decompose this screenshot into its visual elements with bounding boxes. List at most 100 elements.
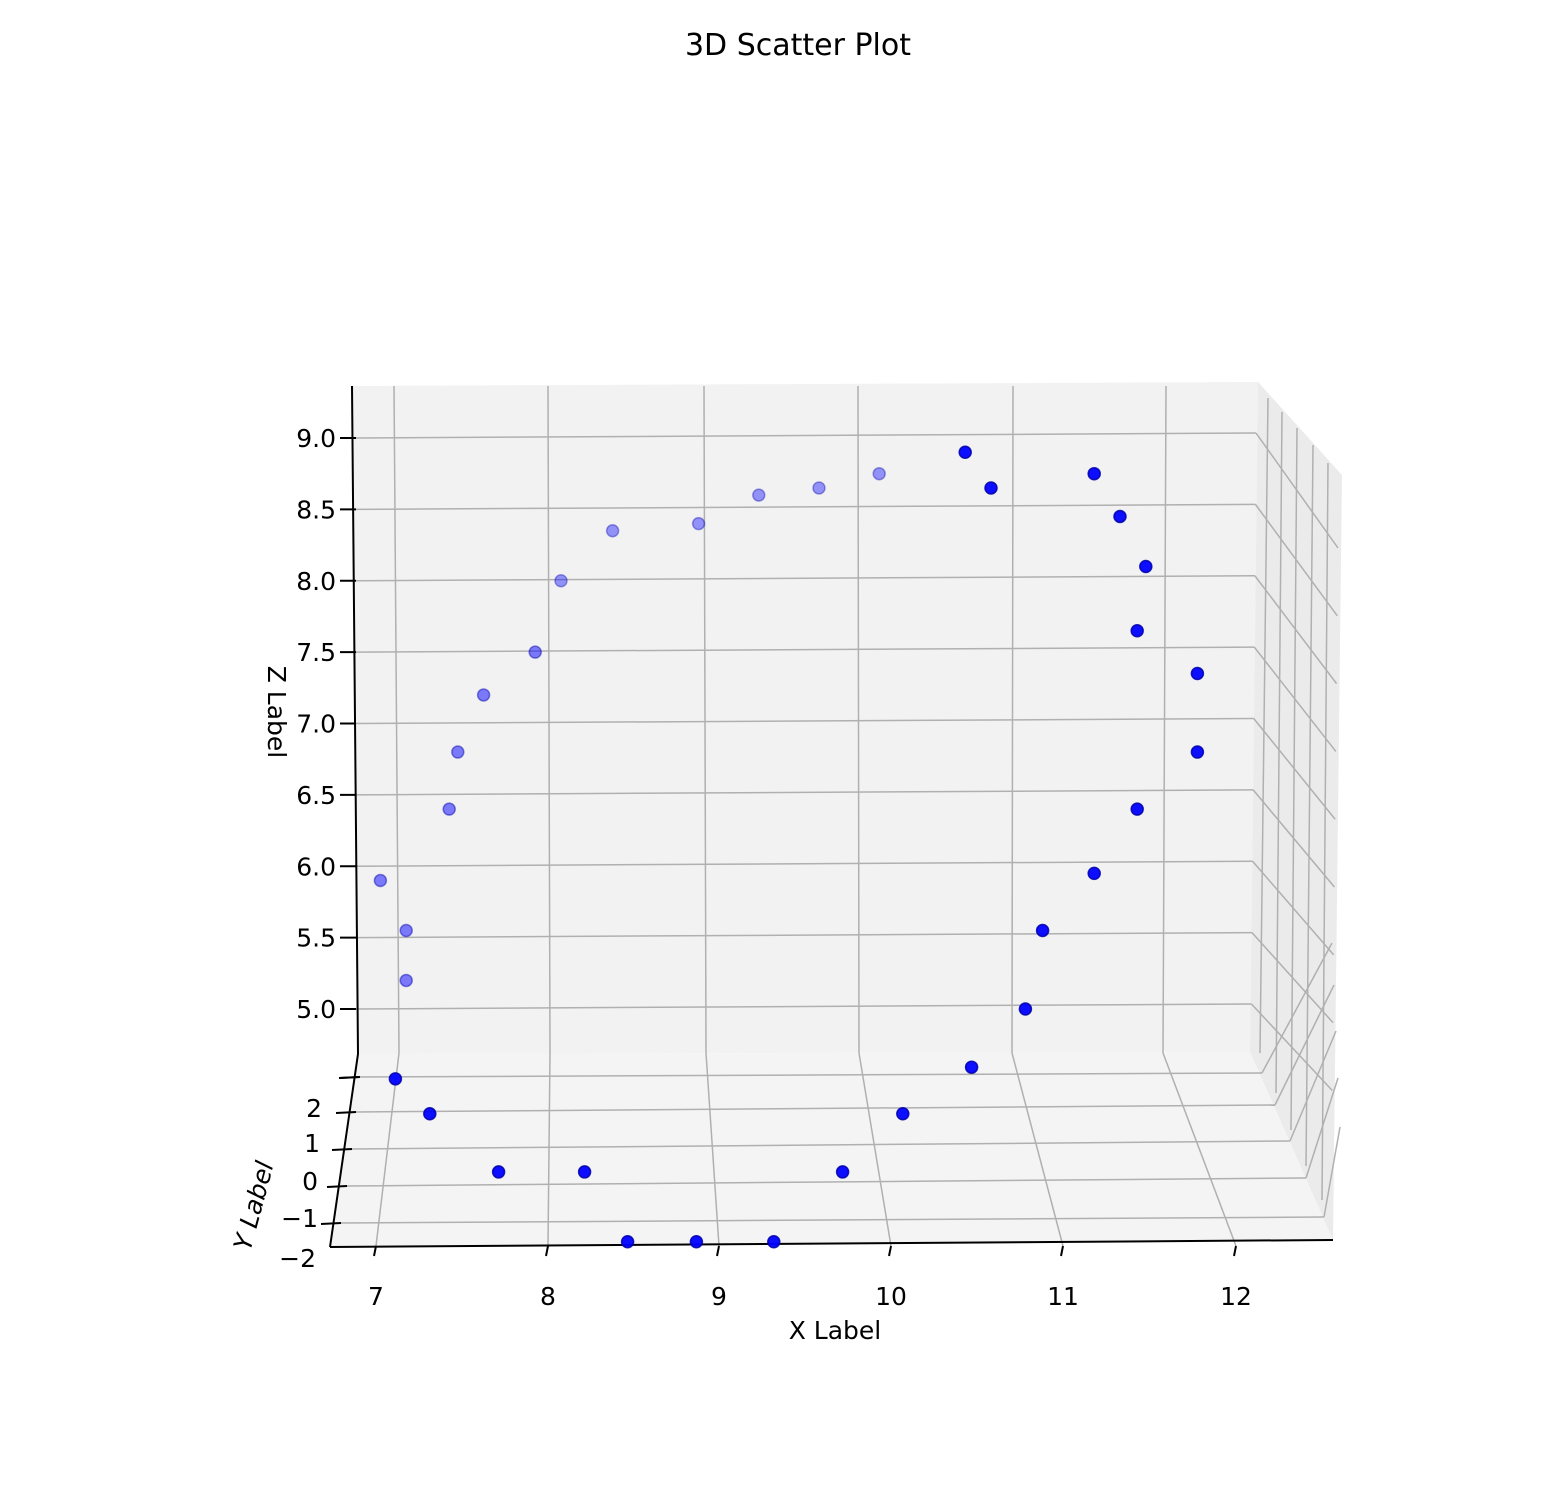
data-point bbox=[812, 481, 826, 495]
data-point bbox=[691, 516, 706, 531]
y-tick-label: 1 bbox=[304, 1129, 320, 1158]
x-gridline bbox=[1011, 385, 1014, 1054]
side-gridline bbox=[1321, 462, 1329, 1201]
y-tick bbox=[331, 1148, 353, 1151]
data-point bbox=[399, 973, 413, 988]
data-point bbox=[605, 524, 620, 538]
x-tick-label: 12 bbox=[1220, 1282, 1252, 1311]
z-axis-label: Z Label bbox=[262, 666, 291, 759]
x-gridline-floor bbox=[1011, 1052, 1064, 1247]
y-axis-label: Y Label bbox=[228, 1158, 279, 1253]
z-tick-label: 7.5 bbox=[296, 638, 336, 667]
x-axis-label: X Label bbox=[789, 1316, 882, 1345]
z-tick-label: 5.0 bbox=[296, 995, 336, 1024]
y-tick-label: −1 bbox=[281, 1204, 318, 1233]
data-point bbox=[491, 1165, 506, 1179]
data-point bbox=[476, 688, 491, 702]
x-gridline-floor bbox=[547, 1052, 551, 1247]
y-tick-label: 2 bbox=[306, 1094, 322, 1123]
y-tick bbox=[320, 1222, 342, 1225]
y-axis-line bbox=[329, 1053, 359, 1248]
z-gridline bbox=[355, 432, 1257, 439]
x-gridline bbox=[393, 385, 400, 1054]
data-point bbox=[1018, 1002, 1033, 1016]
x-axis-line bbox=[329, 1239, 1334, 1248]
side-pane bbox=[1250, 382, 1342, 1240]
y-tick bbox=[326, 1185, 348, 1188]
back-pane-fill bbox=[352, 382, 1258, 1054]
x-gridline bbox=[857, 385, 860, 1054]
z-tick-label: 5.5 bbox=[296, 924, 336, 953]
data-point bbox=[1087, 866, 1101, 881]
z-tick-label: 8.0 bbox=[296, 567, 336, 596]
chart-title: 3D Scatter Plot bbox=[685, 28, 911, 63]
y-gridline bbox=[340, 1216, 1325, 1224]
data-point bbox=[767, 1235, 781, 1249]
data-point bbox=[1087, 466, 1101, 481]
data-point bbox=[1130, 802, 1144, 816]
data-point bbox=[752, 488, 766, 502]
y-gridline bbox=[346, 1177, 1307, 1187]
back-pane bbox=[352, 382, 1258, 1054]
x-tick bbox=[888, 1245, 892, 1257]
data-point bbox=[964, 1060, 979, 1074]
data-point bbox=[872, 466, 886, 481]
z-tick-label: 6.5 bbox=[296, 781, 336, 810]
data-point bbox=[896, 1106, 910, 1121]
side-gridline bbox=[1305, 444, 1314, 1167]
data-point bbox=[1139, 559, 1153, 574]
axis-lines bbox=[320, 385, 1334, 1257]
x-tick-label: 7 bbox=[368, 1282, 384, 1311]
z-tick-label: 6.0 bbox=[296, 852, 336, 881]
x-tick-labels: 7 8 9 10 11 12 bbox=[368, 1282, 1252, 1311]
data-point bbox=[984, 481, 998, 495]
y-gridline-side bbox=[1261, 942, 1333, 1074]
data-point bbox=[451, 745, 465, 759]
data-point bbox=[423, 1106, 437, 1121]
side-gridline bbox=[1275, 411, 1283, 1094]
side-gridline bbox=[1259, 397, 1269, 1054]
data-point bbox=[388, 1072, 403, 1086]
x-gridline-floor bbox=[858, 1052, 892, 1247]
z-tick-labels: 5.0 5.5 6.0 6.5 7.0 7.5 8.0 8.5 9.0 bbox=[296, 424, 336, 1024]
data-point bbox=[1190, 745, 1205, 759]
z-tick-label: 8.5 bbox=[296, 495, 336, 524]
side-gridline bbox=[1290, 427, 1298, 1131]
data-point bbox=[1190, 666, 1205, 681]
x-gridline-floor bbox=[1162, 1052, 1237, 1247]
x-tick bbox=[545, 1245, 549, 1257]
z-gridline bbox=[355, 503, 1256, 511]
x-gridline bbox=[1162, 385, 1167, 1054]
data-point bbox=[442, 802, 456, 816]
z-gridline bbox=[352, 1003, 1252, 1010]
y-tick-labels: −2 −1 0 1 2 bbox=[279, 1094, 322, 1273]
data-point bbox=[554, 574, 568, 588]
x-tick-label: 8 bbox=[540, 1282, 556, 1311]
grid-lines bbox=[340, 385, 1341, 1247]
y-tick-label: −2 bbox=[279, 1244, 316, 1273]
z-gridline bbox=[355, 575, 1255, 582]
z-gridline bbox=[353, 789, 1254, 796]
x-tick bbox=[1060, 1245, 1064, 1257]
data-point bbox=[689, 1235, 704, 1249]
y-tick-label: 0 bbox=[302, 1167, 318, 1196]
z-gridline bbox=[352, 931, 1253, 939]
y-gridline bbox=[355, 1104, 1276, 1113]
x-gridline bbox=[547, 385, 551, 1054]
z-tick-label: 9.0 bbox=[296, 424, 336, 453]
z-gridline bbox=[353, 860, 1253, 867]
data-point bbox=[1035, 923, 1050, 938]
data-points bbox=[373, 445, 1205, 1249]
data-point bbox=[835, 1165, 850, 1179]
z-tick-label: 7.0 bbox=[296, 710, 336, 739]
y-gridline-side bbox=[1289, 1030, 1337, 1142]
data-point bbox=[399, 923, 413, 938]
data-point bbox=[373, 873, 388, 888]
data-point bbox=[1113, 509, 1127, 524]
x-tick-label: 9 bbox=[711, 1282, 727, 1311]
x-gridline bbox=[703, 385, 707, 1054]
y-gridline bbox=[351, 1140, 1291, 1150]
floor-pane-fill bbox=[330, 1052, 1333, 1247]
side-pane-fill bbox=[1250, 382, 1342, 1240]
